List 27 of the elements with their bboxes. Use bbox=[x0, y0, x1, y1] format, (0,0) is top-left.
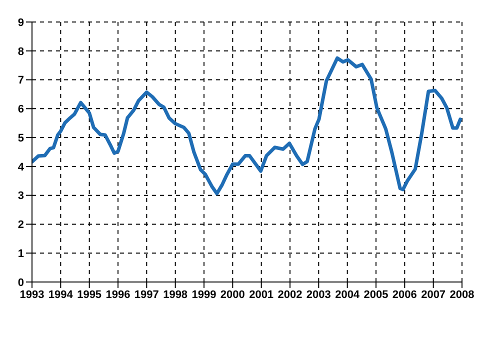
y-tick-label: 8 bbox=[18, 46, 24, 58]
y-tick-label: 4 bbox=[18, 161, 25, 174]
x-tick-label: 1998 bbox=[163, 288, 188, 301]
y-tick-label: 6 bbox=[18, 104, 24, 116]
x-tick-label: 1997 bbox=[134, 288, 159, 301]
x-tick-label: 2003 bbox=[306, 288, 331, 301]
x-tick-label: 1996 bbox=[106, 288, 130, 301]
y-tick-label: 7 bbox=[18, 74, 24, 87]
x-tick-label: 2001 bbox=[249, 288, 274, 301]
x-tick-label: 1994 bbox=[48, 288, 74, 301]
x-tick-label: 2007 bbox=[421, 288, 446, 301]
y-tick-label: 9 bbox=[18, 16, 24, 29]
y-tick-label: 3 bbox=[18, 190, 24, 202]
x-tick-label: 1995 bbox=[77, 288, 102, 301]
y-tick-label: 0 bbox=[18, 276, 24, 289]
y-tick-label: 1 bbox=[18, 248, 24, 260]
x-tick-label: 2005 bbox=[364, 288, 388, 301]
line-series bbox=[32, 56, 462, 196]
x-tick-label: 2006 bbox=[392, 288, 417, 301]
y-tick-label: 2 bbox=[18, 219, 24, 232]
x-tick-label: 2004 bbox=[335, 288, 360, 301]
x-tick-label: 1993 bbox=[20, 288, 44, 301]
x-tick-label: 2002 bbox=[278, 288, 302, 301]
x-tick-label: 2008 bbox=[450, 288, 474, 301]
x-tick-label: 2000 bbox=[220, 288, 245, 301]
y-tick-label: 5 bbox=[18, 132, 24, 144]
x-tick-label: 1999 bbox=[192, 288, 216, 301]
